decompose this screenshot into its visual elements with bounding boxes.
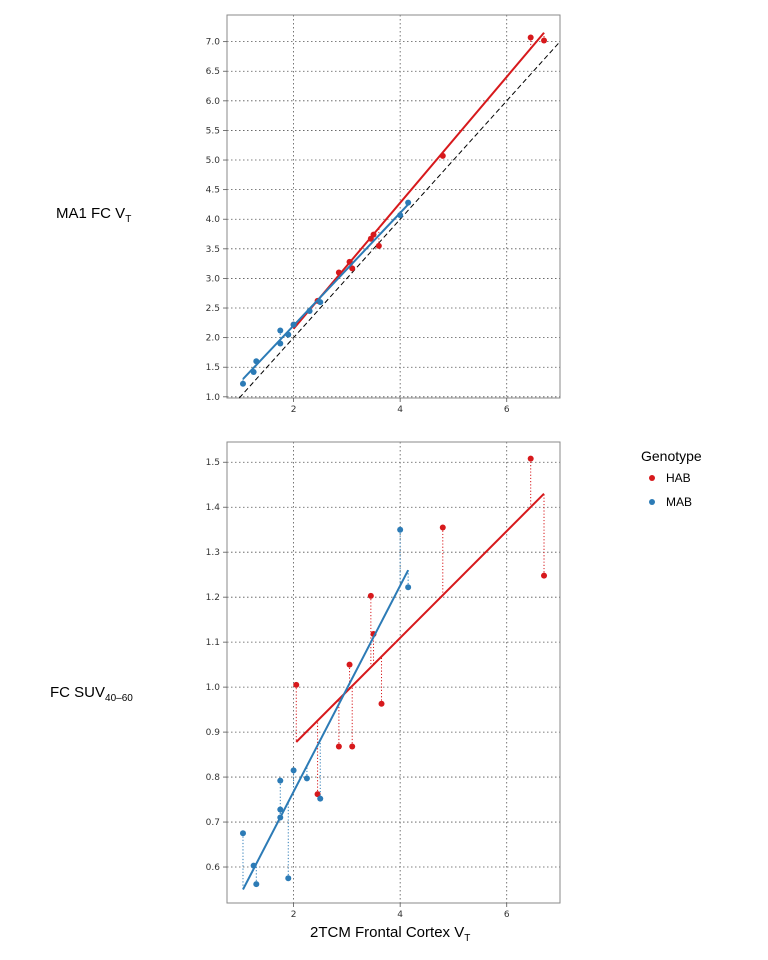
point-hab — [346, 258, 353, 265]
y-tick-label: 2.5 — [206, 304, 220, 314]
point-mab — [277, 806, 284, 813]
y-tick-label: 6.5 — [206, 67, 220, 77]
y-tick-label: 1.4 — [206, 503, 221, 513]
panel-fc-suv: 0.6 0.7 0.8 0.9 1.0 1.1 1.2 1.3 1.4 1.5 2 4 6 — [206, 441, 561, 920]
point-mab — [277, 327, 284, 334]
point-mab — [405, 199, 412, 206]
legend: Genotype HAB MAB — [641, 448, 702, 509]
y-tick-label: 1.5 — [206, 458, 220, 468]
y-tick-label: 0.8 — [206, 773, 221, 783]
x-tick-label: 4 — [397, 910, 403, 920]
point-mab — [250, 862, 257, 869]
fit-line-mab — [242, 203, 409, 380]
point-hab — [541, 37, 548, 44]
point-hab — [349, 265, 356, 272]
point-mab — [250, 368, 257, 375]
fit-line-hab — [295, 493, 545, 743]
point-mab — [397, 526, 404, 533]
legend-key-hab — [649, 475, 655, 481]
legend-label-hab: HAB — [666, 471, 691, 485]
point-hab — [541, 572, 548, 579]
x-axis-title: 2TCM Frontal Cortex VT — [310, 924, 470, 944]
y-tick-label: 1.3 — [206, 548, 220, 558]
point-mab — [277, 814, 284, 821]
point-hab — [367, 592, 374, 599]
point-hab — [335, 269, 342, 276]
y-tick-label: 5.0 — [206, 156, 221, 166]
point-mab — [306, 307, 313, 314]
point-mab — [303, 775, 310, 782]
point-mab — [253, 881, 260, 888]
legend-label-mab: MAB — [666, 495, 692, 509]
y-tick-label: 0.7 — [206, 818, 220, 828]
legend-key-mab — [649, 499, 655, 505]
y-tick-label: 3.0 — [206, 274, 221, 284]
y-tick-label: 4.5 — [206, 186, 220, 196]
y-tick-label: 6.0 — [206, 97, 221, 107]
y-tick-label: 3.5 — [206, 245, 220, 255]
point-hab — [439, 152, 446, 159]
fit-line-hab — [292, 32, 545, 330]
point-mab — [285, 331, 292, 338]
y-tick-label: 4.0 — [206, 215, 221, 225]
point-hab — [346, 661, 353, 668]
point-mab — [397, 212, 404, 219]
y-tick-label: 5.5 — [206, 126, 220, 136]
point-mab — [285, 875, 292, 882]
panel-ma1-fc-vt: 1.0 1.5 2.0 2.5 3.0 3.5 4.0 4.5 5.0 5.5 6.0 6.5 7.0 2… — [206, 14, 561, 415]
x-tick-label: 4 — [397, 405, 403, 415]
point-mab — [239, 830, 246, 837]
plot-frame — [226, 14, 561, 399]
point-mab — [277, 340, 284, 347]
y-tick-label: 7.0 — [206, 38, 221, 48]
y-tick-label: 1.0 — [206, 393, 221, 403]
point-hab — [527, 455, 534, 462]
legend-title: Genotype — [641, 448, 702, 464]
fit-line-mab — [242, 569, 410, 890]
point-mab — [277, 777, 284, 784]
point-mab — [290, 321, 297, 328]
point-hab — [439, 524, 446, 531]
point-mab — [317, 795, 324, 802]
y-tick-label: 0.9 — [206, 728, 221, 738]
x-tick-label: 2 — [291, 910, 297, 920]
point-mab — [290, 767, 297, 774]
y-tick-label: 1.0 — [206, 683, 221, 693]
point-hab — [375, 242, 382, 249]
panel-bottom-ylabel: FC SUV40–60 — [50, 684, 133, 704]
x-tick-label: 2 — [291, 405, 297, 415]
panel-top-ylabel: MA1 FC VT — [56, 205, 131, 225]
point-mab — [239, 380, 246, 387]
point-hab — [335, 743, 342, 750]
point-hab — [349, 743, 356, 750]
point-mab — [317, 299, 324, 306]
y-tick-label: 1.2 — [206, 593, 220, 603]
identity-line — [238, 41, 561, 399]
x-tick-label: 6 — [504, 405, 510, 415]
point-hab — [314, 791, 321, 798]
y-tick-label: 2.0 — [206, 334, 221, 344]
point-mab — [253, 358, 260, 365]
x-tick-label: 6 — [504, 910, 510, 920]
point-hab — [378, 700, 385, 707]
y-tick-label: 1.1 — [206, 638, 220, 648]
point-hab — [293, 681, 300, 688]
point-hab — [370, 231, 377, 238]
plot-frame — [226, 441, 561, 904]
point-mab — [405, 584, 412, 591]
y-tick-label: 0.6 — [206, 863, 221, 873]
point-hab — [527, 34, 534, 41]
y-tick-label: 1.5 — [206, 363, 220, 373]
